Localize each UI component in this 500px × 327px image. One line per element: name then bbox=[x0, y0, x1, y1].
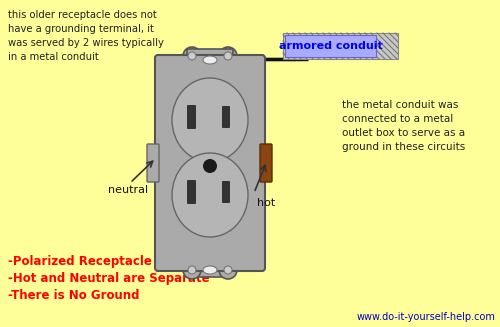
Circle shape bbox=[219, 261, 237, 279]
Text: armored conduit: armored conduit bbox=[278, 41, 382, 51]
Circle shape bbox=[224, 52, 232, 60]
Text: hot: hot bbox=[257, 198, 275, 208]
Ellipse shape bbox=[203, 56, 217, 64]
Circle shape bbox=[183, 261, 201, 279]
Circle shape bbox=[188, 52, 196, 60]
Circle shape bbox=[224, 266, 232, 274]
Text: -Hot and Neutral are Separate: -Hot and Neutral are Separate bbox=[8, 272, 209, 285]
Ellipse shape bbox=[172, 78, 248, 162]
FancyBboxPatch shape bbox=[285, 35, 376, 57]
Circle shape bbox=[219, 47, 237, 65]
Text: neutral: neutral bbox=[108, 185, 148, 195]
Ellipse shape bbox=[172, 153, 248, 237]
Text: this older receptacle does not
have a grounding terminal, it
was served by 2 wir: this older receptacle does not have a gr… bbox=[8, 10, 164, 62]
Text: -There is No Ground: -There is No Ground bbox=[8, 289, 140, 302]
Ellipse shape bbox=[203, 266, 217, 274]
FancyBboxPatch shape bbox=[222, 181, 230, 203]
FancyBboxPatch shape bbox=[260, 144, 272, 182]
FancyBboxPatch shape bbox=[187, 259, 233, 277]
FancyBboxPatch shape bbox=[147, 144, 159, 182]
Text: the metal conduit was
connected to a metal
outlet box to serve as a
ground in th: the metal conduit was connected to a met… bbox=[342, 100, 465, 152]
Circle shape bbox=[188, 266, 196, 274]
Text: www.do-it-yourself-help.com: www.do-it-yourself-help.com bbox=[356, 312, 495, 322]
FancyBboxPatch shape bbox=[187, 105, 196, 129]
FancyBboxPatch shape bbox=[155, 55, 265, 271]
Circle shape bbox=[183, 47, 201, 65]
Circle shape bbox=[203, 159, 217, 173]
FancyBboxPatch shape bbox=[283, 33, 398, 59]
FancyBboxPatch shape bbox=[187, 180, 196, 204]
FancyBboxPatch shape bbox=[187, 49, 233, 67]
Text: -Polarized Receptacle: -Polarized Receptacle bbox=[8, 255, 152, 268]
FancyBboxPatch shape bbox=[222, 106, 230, 128]
